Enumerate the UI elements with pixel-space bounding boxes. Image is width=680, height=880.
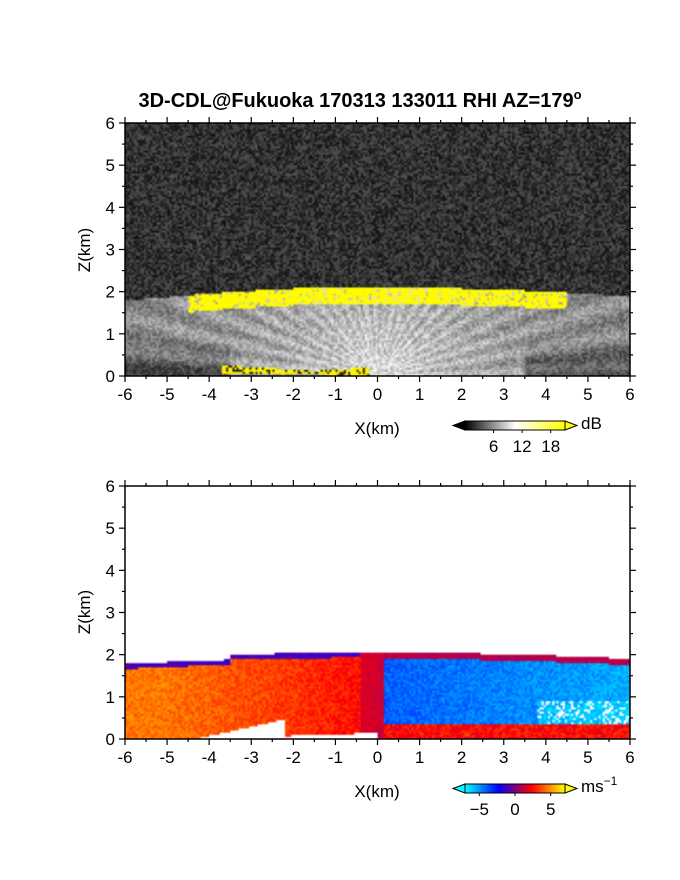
figure-title: 3D-CDL@Fukuoka 170313 133011 RHI AZ=179o xyxy=(138,87,581,112)
velocity-y-tick-label: 3 xyxy=(106,604,115,623)
intensity-colorbar-tick-label: 18 xyxy=(541,437,560,456)
velocity-x-tick-label: 2 xyxy=(457,748,466,767)
velocity-x-tick-label: -6 xyxy=(117,748,132,767)
velocity-x-tick-label: -2 xyxy=(286,748,301,767)
intensity-ticks: -6 -5 -4 -3 -2 -1 0 1 2 3 4 5 6 0 1 2 3 4 5 6 xyxy=(106,114,636,404)
title-superscript: o xyxy=(574,87,582,102)
intensity-y-tick-label: 4 xyxy=(106,198,115,217)
velocity-colorbar-high-cap xyxy=(564,783,579,794)
intensity-colorbar-high-cap xyxy=(564,420,579,431)
velocity-x-tick-label: -5 xyxy=(160,748,175,767)
velocity-x-tick-label: -1 xyxy=(328,748,343,767)
velocity-y-tick-label: 2 xyxy=(106,646,115,665)
velocity-colorbar-tick-label: 0 xyxy=(510,800,519,819)
velocity-x-tick-label: 5 xyxy=(583,748,592,767)
intensity-y-tick-label: 1 xyxy=(106,325,115,344)
velocity-y-tick-label: 5 xyxy=(106,519,115,538)
velocity-colorbar-tick-label: −5 xyxy=(470,800,489,819)
velocity-colorbar-tick-label: 5 xyxy=(546,800,555,819)
intensity-heatmap xyxy=(125,123,630,376)
intensity-colorbar-unit: dB xyxy=(581,414,602,433)
intensity-colorbar-bar xyxy=(464,420,566,431)
velocity-colorbar-low-cap xyxy=(451,783,466,794)
intensity-x-tick-label: -3 xyxy=(244,385,259,404)
intensity-x-tick-label: 0 xyxy=(373,385,382,404)
intensity-colorbar-tick-label: 6 xyxy=(489,437,498,456)
velocity-colorbar-unit: ms−1 xyxy=(581,774,618,796)
velocity-y-tick-label: 4 xyxy=(106,561,115,580)
intensity-colorbar-tick-label: 12 xyxy=(513,437,532,456)
intensity-x-tick-label: -2 xyxy=(286,385,301,404)
intensity-y-tick-label: 5 xyxy=(106,156,115,175)
velocity-x-tick-label: -3 xyxy=(244,748,259,767)
velocity-heatmap xyxy=(125,486,630,739)
intensity-y-tick-label: 2 xyxy=(106,283,115,302)
intensity-y-tick-label: 0 xyxy=(106,367,115,386)
intensity-x-tick-label: 4 xyxy=(541,385,550,404)
intensity-x-tick-label: 6 xyxy=(625,385,634,404)
velocity-x-tick-label: -4 xyxy=(202,748,217,767)
intensity-x-tick-label: -6 xyxy=(117,385,132,404)
velocity-colorbar: −5 0 5 ms−1 xyxy=(451,774,618,819)
intensity-y-tick-label: 6 xyxy=(106,114,115,133)
velocity-y-tick-label: 1 xyxy=(106,688,115,707)
velocity-y-axis-label: Z(km) xyxy=(75,590,94,634)
intensity-x-tick-label: 1 xyxy=(415,385,424,404)
intensity-x-tick-label: 3 xyxy=(499,385,508,404)
intensity-x-axis-label: X(km) xyxy=(354,419,399,438)
velocity-colorbar-bar xyxy=(464,783,566,794)
velocity-y-tick-label: 0 xyxy=(106,730,115,749)
intensity-x-tick-label: 5 xyxy=(583,385,592,404)
velocity-x-tick-label: 3 xyxy=(499,748,508,767)
velocity-y-tick-label: 6 xyxy=(106,477,115,496)
velocity-x-tick-label: 4 xyxy=(541,748,550,767)
intensity-x-tick-label: -1 xyxy=(328,385,343,404)
velocity-panel: -6 -5 -4 -3 -2 -1 0 1 2 3 4 5 6 0 1 2 3 4 5 6 X(km) Z(km) −… xyxy=(75,477,636,819)
intensity-x-tick-label: 2 xyxy=(457,385,466,404)
velocity-x-tick-label: 0 xyxy=(373,748,382,767)
intensity-x-tick-label: -4 xyxy=(202,385,217,404)
intensity-x-tick-label: -5 xyxy=(160,385,175,404)
velocity-x-tick-label: 1 xyxy=(415,748,424,767)
intensity-y-tick-label: 3 xyxy=(106,241,115,260)
velocity-ticks: -6 -5 -4 -3 -2 -1 0 1 2 3 4 5 6 0 1 2 3 4 5 6 xyxy=(106,477,636,767)
intensity-y-axis-label: Z(km) xyxy=(75,228,94,272)
velocity-x-axis-label: X(km) xyxy=(354,782,399,801)
intensity-colorbar: 6 12 18 dB xyxy=(451,414,602,456)
intensity-colorbar-low-cap xyxy=(451,420,466,431)
velocity-x-tick-label: 6 xyxy=(625,748,634,767)
